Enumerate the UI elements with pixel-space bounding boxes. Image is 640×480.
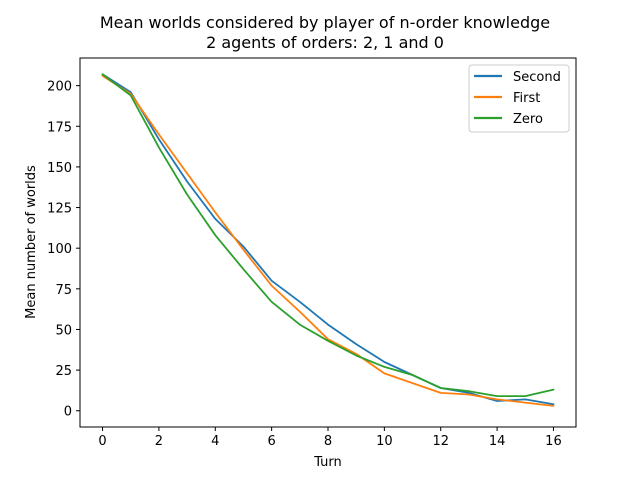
legend-items: Second First Zero [474, 70, 561, 127]
x-tick-label: 14 [489, 434, 506, 449]
x-tick-label: 10 [376, 434, 393, 449]
x-tick-label: 8 [324, 434, 332, 449]
series-lines [101, 73, 555, 407]
x-tick-label: 0 [98, 434, 106, 449]
y-tick-label: 125 [47, 202, 72, 217]
plot-area: 0 2 4 6 8 10 12 14 16 0 25 50 75 100 125 150 175 200 [47, 57, 577, 449]
y-axis-label: Mean number of worlds [24, 165, 39, 319]
y-tick-label: 175 [47, 120, 72, 135]
y-tick-label: 75 [55, 283, 72, 298]
legend-box [468, 64, 570, 133]
y-axis-ticks: 0 25 50 75 100 125 150 175 200 [47, 80, 80, 420]
x-axis-ticks: 0 2 4 6 8 10 12 14 16 [98, 427, 562, 449]
x-tick-label: 6 [267, 434, 275, 449]
chart-title: Mean worlds considered by player of n-or… [100, 13, 550, 32]
x-tick-label: 16 [545, 434, 562, 449]
legend: Second First Zero [468, 64, 570, 133]
y-tick-label: 200 [47, 80, 72, 95]
y-tick-label: 150 [47, 161, 72, 176]
series-line-first [101, 75, 555, 407]
x-tick-label: 12 [432, 434, 449, 449]
y-tick-label: 100 [47, 242, 72, 257]
chart-subtitle: 2 agents of orders: 2, 1 and 0 [206, 33, 444, 52]
y-tick-label: 50 [55, 323, 72, 338]
series-line-zero [101, 73, 555, 398]
x-tick-label: 2 [155, 434, 163, 449]
legend-label-zero: Zero [513, 112, 543, 127]
legend-label-second: Second [513, 70, 561, 85]
y-tick-label: 25 [55, 364, 72, 379]
x-tick-label: 4 [211, 434, 219, 449]
legend-label-first: First [513, 91, 540, 106]
y-tick-label: 0 [64, 405, 72, 420]
x-axis-label: Turn [313, 455, 342, 470]
